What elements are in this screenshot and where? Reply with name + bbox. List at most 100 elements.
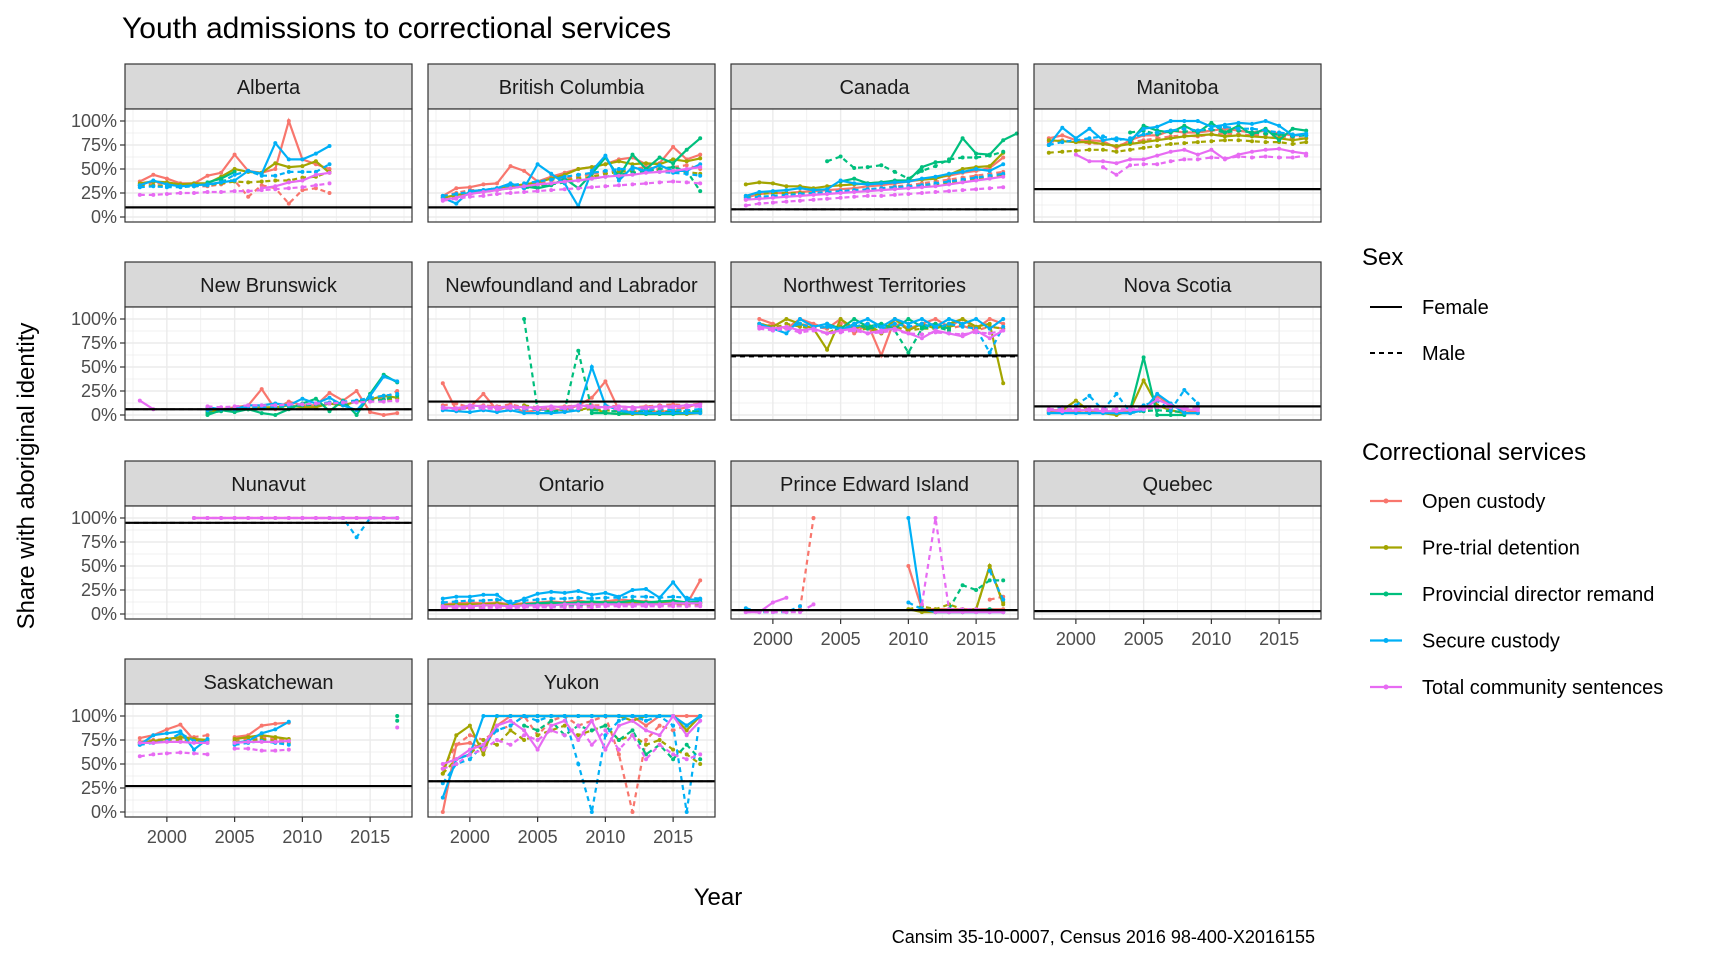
total-community-sentences-male-line xyxy=(442,180,701,202)
secure-custody-point xyxy=(960,177,965,182)
total-community-sentences-point xyxy=(865,189,870,194)
secure-custody-point xyxy=(454,201,459,206)
total-community-sentences-point xyxy=(1060,409,1065,414)
total-community-sentences-point xyxy=(246,189,251,194)
secure-custody-point xyxy=(657,714,662,718)
total-community-sentences-point xyxy=(246,739,251,744)
total-community-sentences-point xyxy=(341,516,345,520)
open-custody-point xyxy=(368,410,373,415)
facet-strip xyxy=(1033,261,1322,308)
pre-trial-detention-point xyxy=(1141,145,1146,150)
provincial-director-remand-point xyxy=(1001,578,1006,583)
secure-custody-point xyxy=(644,411,648,416)
open-custody-point xyxy=(1001,155,1006,160)
total-community-sentences-point xyxy=(919,185,924,190)
total-community-sentences-point xyxy=(341,400,345,405)
total-community-sentences-point xyxy=(508,718,513,723)
secure-custody-point xyxy=(495,597,499,602)
secure-custody-point xyxy=(947,317,951,321)
secure-custody-point xyxy=(987,568,992,573)
facet-label: Northwest Territories xyxy=(783,275,966,297)
open-custody-point xyxy=(467,185,472,190)
pre-trial-detention-point xyxy=(603,162,608,167)
pre-trial-detention-male-line xyxy=(1048,139,1307,154)
total-community-sentences-point xyxy=(481,742,486,747)
secure-custody-point xyxy=(919,321,924,326)
total-community-sentences-point xyxy=(205,516,210,520)
open-custody-point xyxy=(137,736,142,741)
pre-trial-detention-point xyxy=(1073,398,1078,403)
total-community-sentences-point xyxy=(481,747,486,752)
total-community-sentences-point xyxy=(576,186,581,191)
secure-custody-point xyxy=(1209,124,1214,129)
secure-custody-point xyxy=(657,163,662,168)
pre-trial-detention-point xyxy=(743,182,748,187)
total-community-sentences-point xyxy=(684,403,689,408)
secure-custody-point xyxy=(644,587,648,591)
panel-nunavut: Nunavut 0% 25% 50% 75% 100% xyxy=(71,460,413,624)
total-community-sentences-point xyxy=(987,176,992,181)
total-community-sentences-point xyxy=(1195,152,1200,157)
secure-custody-point xyxy=(657,595,662,600)
secure-custody-point xyxy=(757,321,762,326)
provincial-director-remand-point xyxy=(974,588,979,592)
secure-custody-point xyxy=(892,321,897,326)
total-community-sentences-point xyxy=(974,178,979,183)
secure-custody-point xyxy=(151,184,156,189)
total-community-sentences-point xyxy=(454,762,459,766)
total-community-sentences-point xyxy=(684,733,689,738)
secure-custody-point xyxy=(906,516,911,520)
provincial-director-remand-point xyxy=(906,317,911,321)
provincial-director-remand-point xyxy=(933,164,938,169)
total-community-sentences-point xyxy=(562,718,567,723)
total-community-sentences-point xyxy=(838,191,843,195)
secure-custody-point xyxy=(481,592,486,597)
total-community-sentences-point xyxy=(481,603,486,608)
secure-custody-point xyxy=(1046,143,1051,147)
secure-custody-point xyxy=(698,714,703,718)
pre-trial-detention-point xyxy=(757,180,762,185)
gridlines xyxy=(731,109,1018,222)
pre-trial-detention-point xyxy=(1168,142,1173,146)
chart-title: Youth admissions to correctional service… xyxy=(122,12,671,45)
pre-trial-detention-point xyxy=(838,183,843,188)
secure-custody-point xyxy=(232,172,237,177)
total-community-sentences-point xyxy=(495,603,499,608)
total-community-sentences-point xyxy=(644,405,648,410)
total-community-sentences-male-line xyxy=(207,399,398,409)
total-community-sentences-point xyxy=(671,714,676,718)
open-custody-point xyxy=(205,173,210,178)
total-community-sentences-point xyxy=(192,516,196,520)
pre-trial-detention-point xyxy=(286,165,291,170)
secure-custody-point xyxy=(906,600,911,605)
facet-label: Nunavut xyxy=(231,474,306,496)
total-community-sentences-point xyxy=(495,192,499,196)
total-community-sentences-point xyxy=(549,407,554,412)
total-community-sentences-point xyxy=(811,326,816,331)
secure-custody-point xyxy=(1236,120,1241,125)
total-community-sentences-point xyxy=(495,405,499,410)
total-community-sentences-point xyxy=(671,168,676,173)
total-community-sentences-point xyxy=(232,404,237,409)
pre-trial-detention-point xyxy=(481,752,486,757)
total-community-sentences-point xyxy=(576,723,581,728)
total-community-sentences-point xyxy=(454,195,459,200)
pre-trial-detention-point xyxy=(300,164,305,169)
pre-trial-detention-point xyxy=(273,161,278,166)
secure-custody-point xyxy=(616,594,621,599)
secure-custody-point xyxy=(906,179,911,184)
y-tick-label: 75% xyxy=(81,135,117,155)
total-community-sentences-point xyxy=(784,199,789,204)
open-custody-point xyxy=(395,389,400,393)
total-community-sentences-point xyxy=(616,407,621,412)
provincial-director-remand-point xyxy=(589,408,594,413)
total-community-sentences-point xyxy=(906,331,911,336)
total-community-sentences-point xyxy=(770,200,775,205)
open-custody-point xyxy=(906,564,911,568)
total-community-sentences-point xyxy=(273,184,278,189)
secure-custody-point xyxy=(603,168,608,173)
secure-custody-point xyxy=(1263,119,1268,123)
panel-border xyxy=(730,108,1019,223)
secure-custody-point xyxy=(549,589,554,594)
provincial-director-remand-point xyxy=(232,169,237,174)
